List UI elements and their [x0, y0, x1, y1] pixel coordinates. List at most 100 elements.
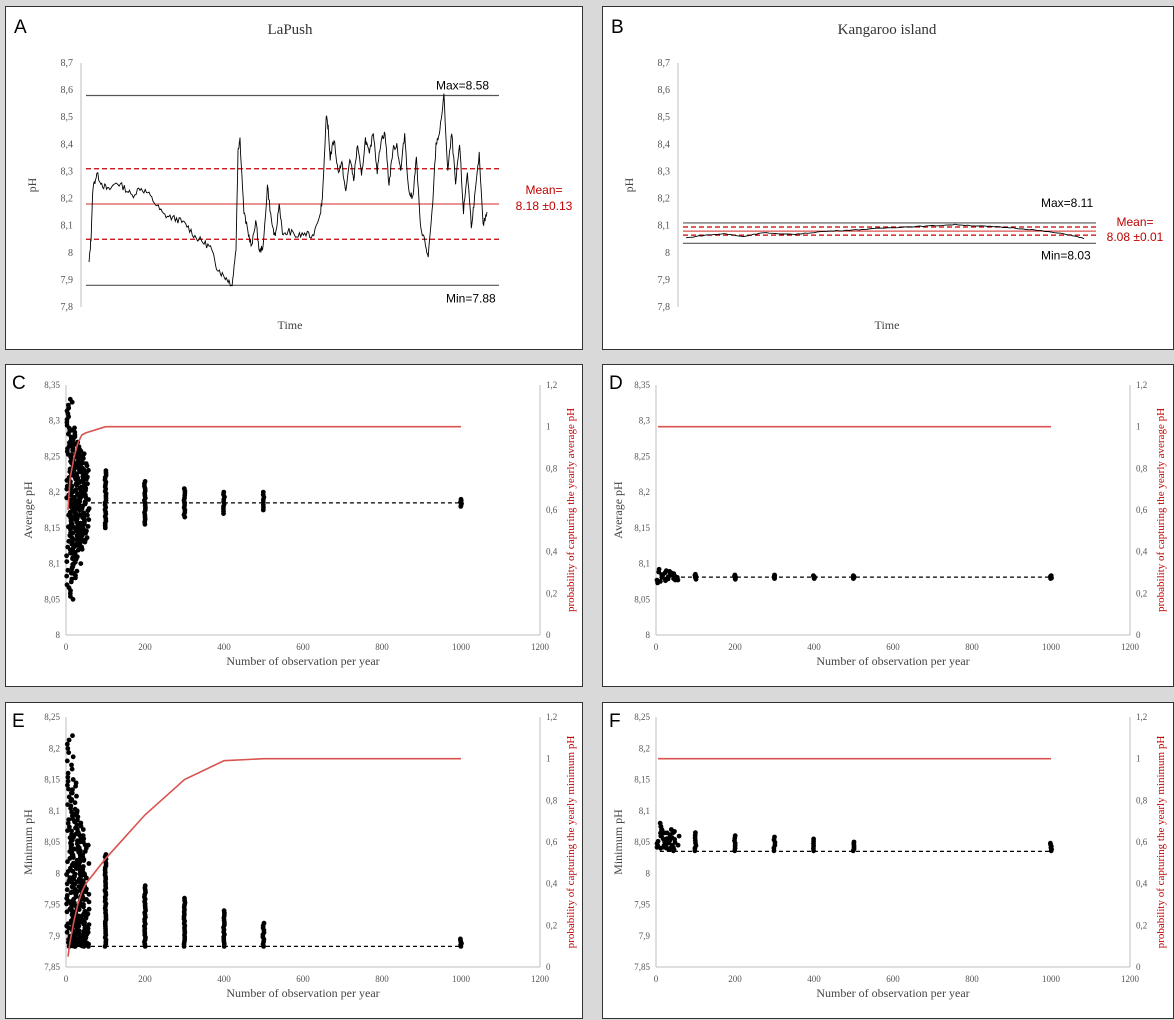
- x-axis-label: Time: [875, 318, 900, 332]
- y-tick-label: 8: [56, 630, 61, 640]
- y-tick-label: 7,95: [44, 900, 60, 910]
- chart-kangaroo-timeseries: B Kangaroo island 7,8 7,9 8 8,1 8,2 8,3 8,4 8,5 8,…: [611, 17, 1164, 332]
- mean-value-label: 8.08 ±0.01: [1107, 230, 1164, 244]
- data-point: [76, 923, 82, 929]
- y-right-tick-label: 1,2: [1136, 380, 1147, 390]
- data-point: [86, 891, 92, 897]
- data-point: [69, 762, 74, 768]
- data-point: [64, 573, 70, 579]
- data-point: [65, 828, 70, 833]
- y-tick-label: 8,5: [61, 112, 74, 123]
- data-point: [67, 875, 73, 881]
- data-point: [70, 787, 75, 792]
- y-tick-label: 8,15: [44, 775, 60, 785]
- x-axis-label: Number of observation per year: [816, 986, 969, 1000]
- data-point: [732, 833, 738, 839]
- chart-title: LaPush: [268, 22, 314, 38]
- data-point: [64, 887, 70, 893]
- y-right-tick-label: 0,6: [1136, 837, 1148, 847]
- x-tick-label: 0: [64, 642, 69, 652]
- y-tick-label: 8,35: [44, 380, 60, 390]
- x-tick-label: 1000: [1042, 642, 1061, 652]
- x-tick-label: 1000: [1042, 974, 1061, 984]
- data-point: [1048, 840, 1053, 846]
- y-right-tick-label: 1: [1136, 422, 1141, 432]
- data-point: [66, 538, 72, 544]
- data-point: [80, 827, 86, 832]
- data-point: [65, 782, 70, 788]
- y-tick-label: 7,8: [61, 302, 74, 313]
- x-tick-label: 400: [807, 974, 821, 984]
- data-point: [182, 895, 187, 901]
- data-point: [142, 883, 148, 889]
- data-point: [83, 909, 88, 914]
- y-tick-label: 8,1: [61, 221, 74, 232]
- data-point: [74, 568, 80, 574]
- y-tick-label: 8,3: [658, 166, 671, 177]
- y-tick-label: 8,15: [634, 523, 650, 533]
- y-tick-label: 8,25: [44, 712, 60, 722]
- x-tick-label: 200: [138, 974, 152, 984]
- y-tick-label: 7,9: [61, 275, 74, 286]
- panel-d: D 8 8,05 8,1 8,15 8,2 8,25 8,3 8,35 0 0,2 0,4 0,6 0,8…: [602, 364, 1174, 687]
- x-tick-label: 1200: [531, 974, 550, 984]
- panel-c: C 8 8,05 8,1 8,15 8,2 8,25 8,3 8,35 0 0,2 0,4 0,6 0,8…: [5, 364, 583, 687]
- ph-series-line: [685, 223, 1085, 240]
- y-right-tick-label: 0,6: [1136, 505, 1148, 515]
- data-point: [70, 777, 76, 782]
- data-point: [66, 737, 72, 743]
- panel-letter: F: [609, 711, 621, 732]
- y-tick-label: 8: [56, 868, 61, 878]
- data-point: [772, 572, 777, 578]
- data-point: [68, 803, 74, 809]
- data-point: [85, 842, 91, 848]
- data-point: [67, 824, 72, 830]
- data-point: [69, 436, 74, 442]
- y-tick-label: 8,7: [61, 58, 74, 69]
- x-axis-label: Number of observation per year: [226, 654, 379, 668]
- max-label: Max=8.11: [1041, 196, 1093, 210]
- data-point: [458, 936, 463, 942]
- data-point: [85, 512, 90, 518]
- y-tick-label: 8,15: [44, 523, 60, 533]
- data-point: [65, 567, 71, 573]
- x-tick-label: 1200: [1121, 974, 1140, 984]
- y-tick-label: 8: [68, 248, 73, 259]
- x-tick-label: 800: [375, 642, 389, 652]
- data-point: [86, 861, 92, 866]
- data-point: [84, 897, 89, 902]
- y-right-tick-label: 0: [1136, 630, 1141, 640]
- data-point: [1048, 573, 1054, 579]
- data-point: [655, 838, 661, 844]
- y-right-tick-label: 0: [546, 630, 551, 640]
- data-point: [77, 860, 82, 865]
- data-point: [82, 499, 88, 505]
- y-tick-label: 8: [665, 248, 670, 259]
- data-point: [811, 573, 816, 579]
- data-point: [64, 929, 70, 935]
- x-axis-label: Number of observation per year: [226, 986, 379, 1000]
- y-tick-label: 8,1: [639, 806, 650, 816]
- panel-letter: B: [611, 17, 624, 38]
- data-point: [66, 817, 72, 823]
- data-point: [65, 774, 71, 780]
- data-point: [69, 452, 74, 458]
- data-point: [67, 396, 73, 402]
- data-point: [68, 512, 73, 518]
- mean-value-label: 8.18 ±0.13: [516, 199, 573, 213]
- y-tick-label: 8,2: [49, 743, 60, 753]
- y-axis-label: Average pH: [611, 481, 625, 539]
- y-right-tick-label: 1,2: [546, 380, 557, 390]
- chart-kangaroo-minimum: F 7,85 7,9 7,95 8 8,05 8,1 8,15 8,2 8,25 0 0,2 0,4 0,…: [609, 711, 1167, 1000]
- data-point: [81, 515, 87, 520]
- y-right-tick-label: 0,6: [546, 837, 558, 847]
- y-right-tick-label: 0,6: [546, 505, 558, 515]
- data-point: [80, 894, 86, 900]
- data-point: [66, 750, 72, 755]
- max-label: Max=8.58: [436, 79, 489, 93]
- data-point: [260, 489, 266, 495]
- y-tick-label: 8,25: [634, 451, 650, 461]
- data-point: [86, 467, 91, 473]
- data-point: [80, 833, 86, 839]
- y-right-tick-label: 1,2: [546, 712, 557, 722]
